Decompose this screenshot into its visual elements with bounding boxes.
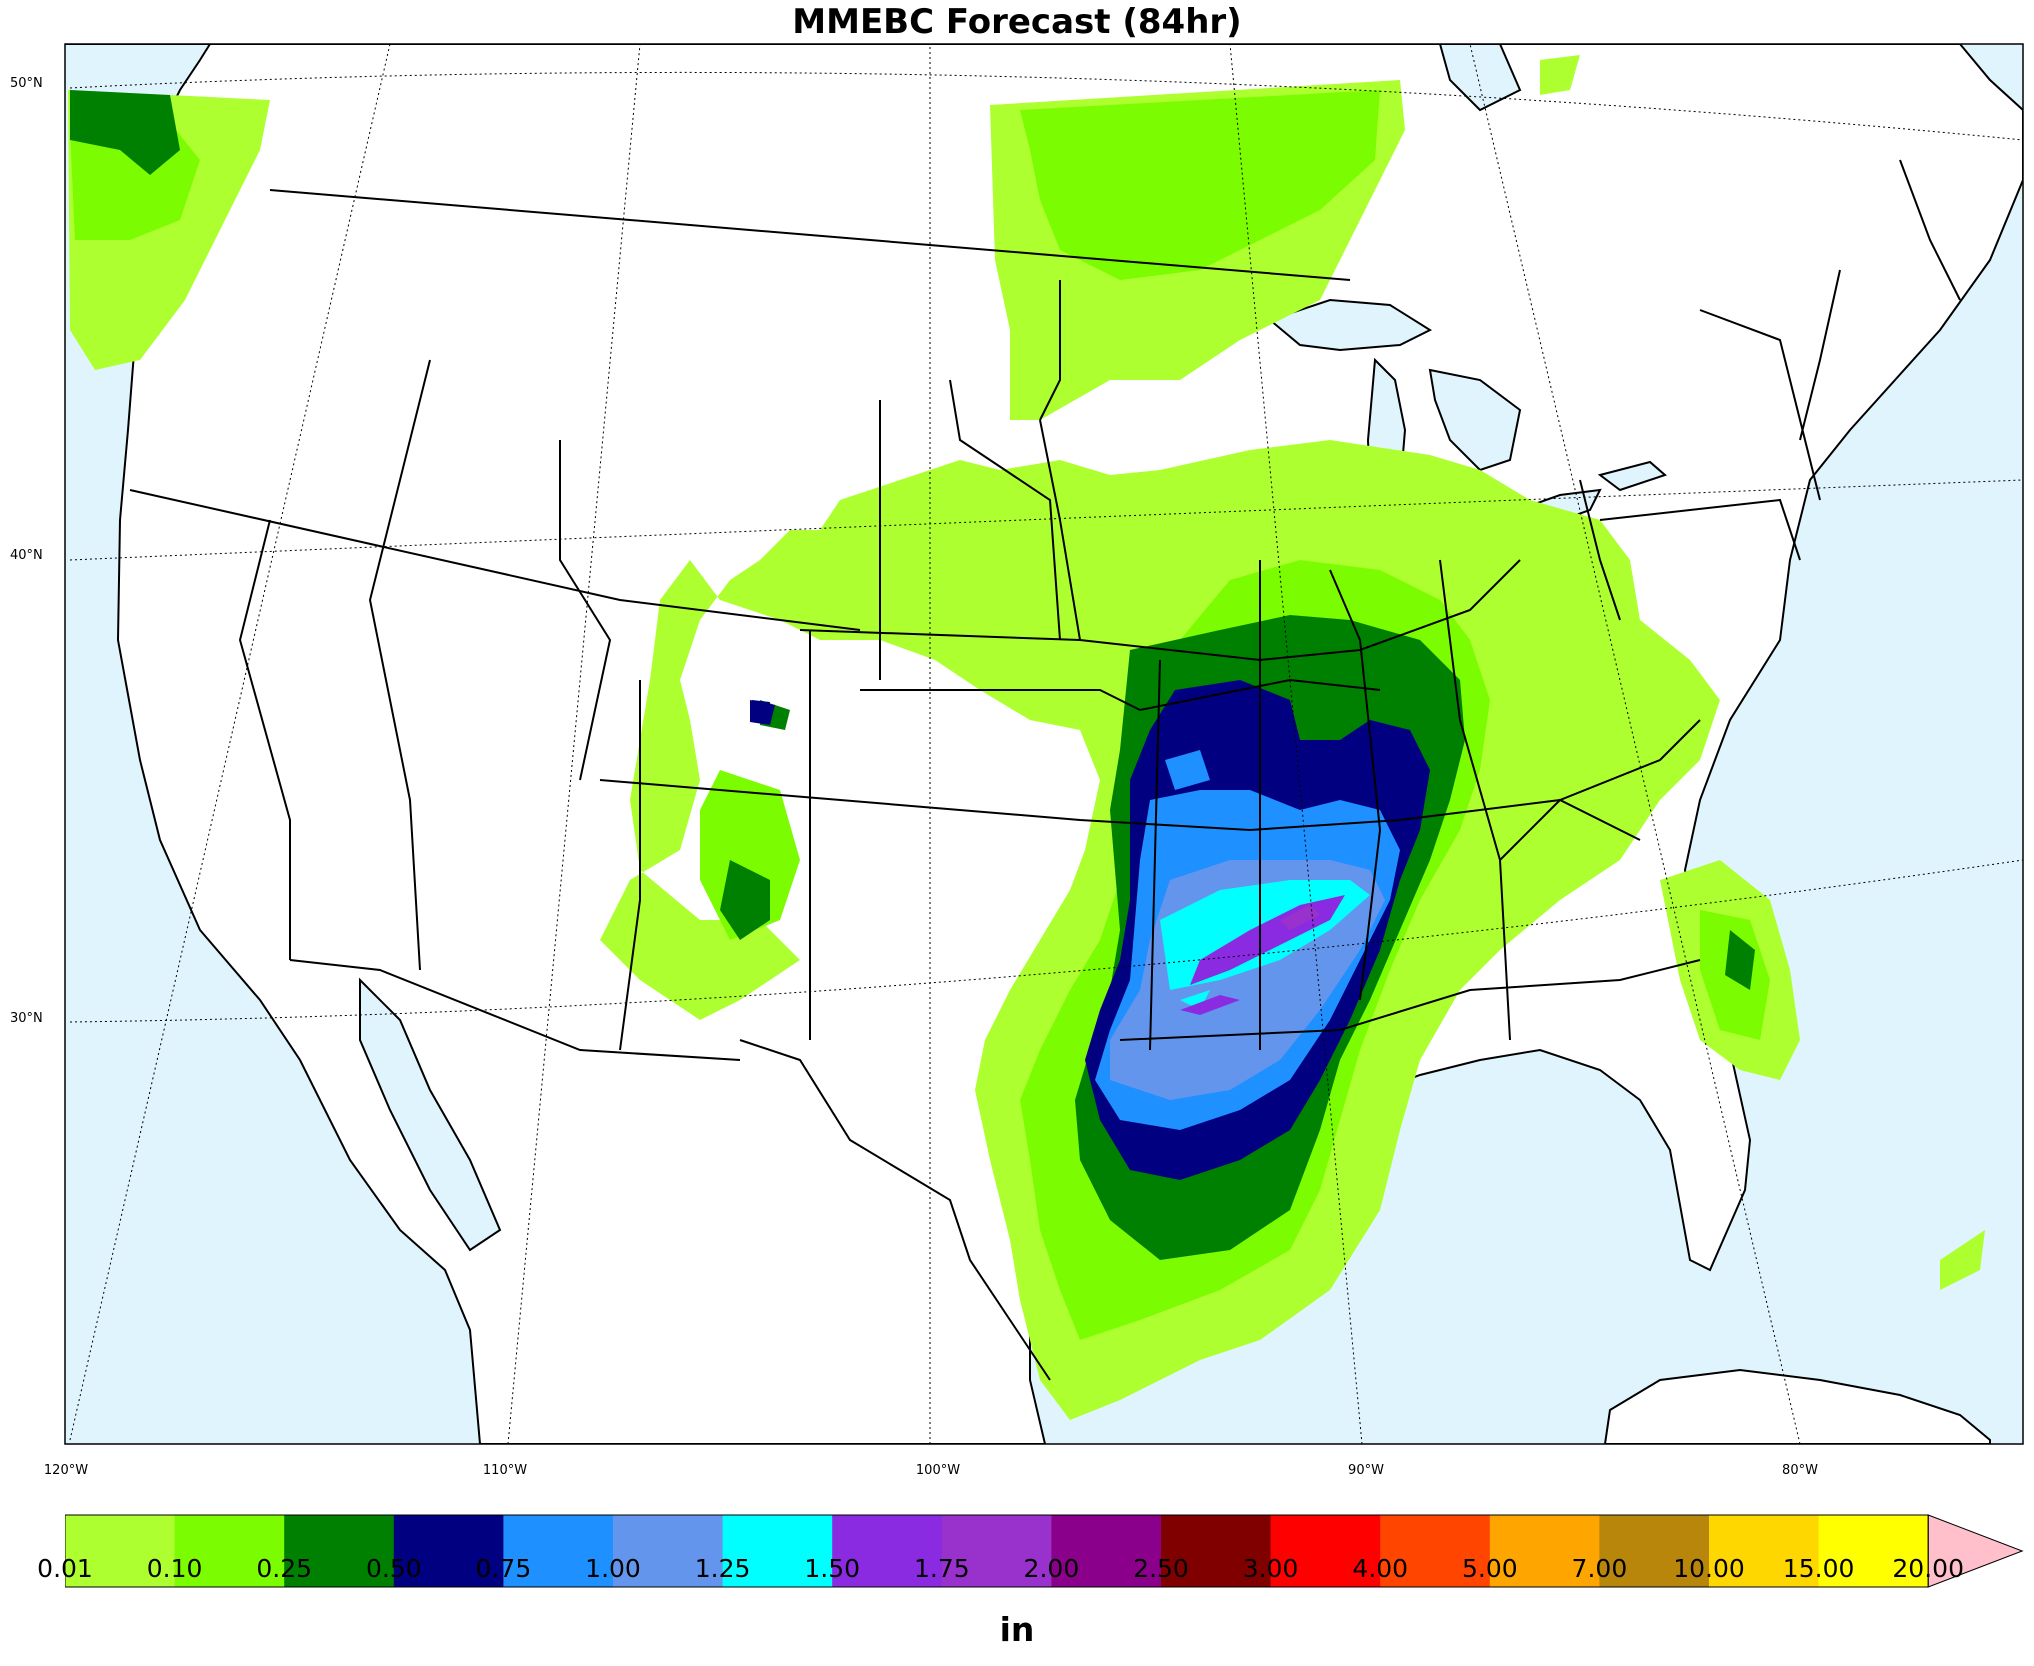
lat-label-40n: 40°N	[10, 548, 43, 563]
colorbar-tick-label: 0.75	[475, 1554, 532, 1583]
colorbar-swatch	[1270, 1515, 1381, 1587]
colorbar-frame	[65, 1514, 1929, 1588]
colorbar-tick-label: 0.10	[146, 1554, 203, 1583]
map-frame	[64, 43, 2024, 1445]
lake-superior	[1267, 298, 1433, 352]
precip-local-max-colorado	[752, 700, 770, 722]
colorbar-swatch	[1818, 1515, 1929, 1587]
lat-label-30n: 30°N	[10, 1011, 43, 1026]
colorbar-tick-label: 0.25	[256, 1554, 313, 1583]
colorbar-tick-label: 10.00	[1673, 1554, 1745, 1583]
colorbar-tick-label: 3.00	[1242, 1554, 1299, 1583]
state-boundaries	[129, 159, 1961, 1381]
colorbar-swatch	[941, 1515, 1052, 1587]
colorbar-swatch	[1709, 1515, 1820, 1587]
graticule	[69, 44, 2023, 1444]
map-title: MMEBC Forecast (84hr)	[792, 2, 1242, 42]
colorbar-tick-label: 0.01	[37, 1554, 93, 1583]
lake-huron	[1428, 368, 1522, 472]
colorbar-tick-label: 2.00	[1023, 1554, 1080, 1583]
precipitation-map	[64, 43, 2024, 1445]
colorbar-swatch	[1051, 1515, 1162, 1587]
colorbar-swatch	[393, 1515, 504, 1587]
colorbar-tick-label: 2.50	[1133, 1554, 1189, 1583]
colorbar-tick-label: 7.00	[1571, 1554, 1628, 1583]
colorbar-swatch	[284, 1515, 395, 1587]
colorbar	[65, 1514, 2024, 1588]
colorbar-swatch	[1599, 1515, 1710, 1587]
lon-label-80w: 80°W	[1782, 1463, 1818, 1478]
colorbar-swatch	[722, 1515, 833, 1587]
colorbar-tick-label: 1.00	[585, 1554, 641, 1583]
lon-label-110w: 110°W	[482, 1463, 528, 1478]
colorbar-swatch	[1161, 1515, 1272, 1587]
gulf-of-california	[359, 977, 502, 1252]
colorbar-swatch	[65, 1515, 176, 1587]
colorbar-tick-label: 1.75	[913, 1554, 970, 1583]
colorbar-tick-label: 1.25	[694, 1554, 751, 1583]
colorbar-unit-label: in	[999, 1610, 1035, 1649]
colorbar-tick-label: 1.50	[804, 1554, 861, 1583]
colorbar-tick-label: 20.00	[1892, 1554, 1964, 1583]
lon-label-90w: 90°W	[1348, 1463, 1384, 1478]
colorbar-tick-label: 15.00	[1782, 1554, 1855, 1583]
lon-label-120w: 120°W	[43, 1463, 89, 1478]
lat-label-50n: 50°N	[10, 76, 43, 91]
colorbar-swatch	[1489, 1515, 1600, 1587]
colorbar-swatch	[174, 1515, 285, 1587]
lon-label-100w: 100°W	[915, 1463, 961, 1478]
colorbar-swatch	[1380, 1515, 1491, 1587]
precip-band-1.75	[1280, 905, 1320, 930]
island-cuba	[1603, 1368, 1991, 1444]
colorbar-tick-label: 0.50	[365, 1554, 422, 1583]
colorbar-swatch	[613, 1515, 724, 1587]
colorbar-swatch	[503, 1515, 614, 1587]
colorbar-tick-label: 5.00	[1461, 1554, 1518, 1583]
hudson-bay-water	[1438, 44, 1522, 112]
colorbar-tick-label: 4.00	[1352, 1554, 1409, 1583]
lake-ontario	[1597, 460, 1667, 492]
colorbar-swatch	[832, 1515, 943, 1587]
